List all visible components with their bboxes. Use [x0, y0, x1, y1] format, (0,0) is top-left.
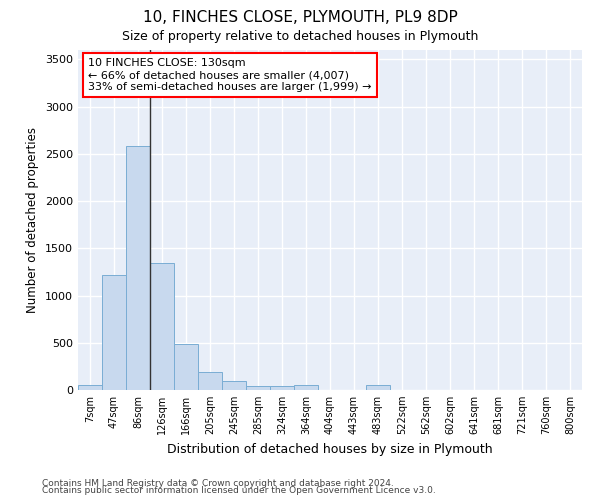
Bar — [366, 386, 390, 390]
Bar — [102, 275, 126, 390]
Text: Size of property relative to detached houses in Plymouth: Size of property relative to detached ho… — [122, 30, 478, 43]
Y-axis label: Number of detached properties: Number of detached properties — [26, 127, 40, 313]
Text: 10 FINCHES CLOSE: 130sqm
← 66% of detached houses are smaller (4,007)
33% of sem: 10 FINCHES CLOSE: 130sqm ← 66% of detach… — [88, 58, 371, 92]
Bar — [150, 264, 174, 390]
Text: Contains HM Land Registry data © Crown copyright and database right 2024.: Contains HM Land Registry data © Crown c… — [42, 478, 394, 488]
Bar — [78, 386, 102, 390]
X-axis label: Distribution of detached houses by size in Plymouth: Distribution of detached houses by size … — [167, 442, 493, 456]
Bar — [222, 380, 246, 390]
Bar — [270, 386, 294, 390]
Text: 10, FINCHES CLOSE, PLYMOUTH, PL9 8DP: 10, FINCHES CLOSE, PLYMOUTH, PL9 8DP — [143, 10, 457, 25]
Bar — [294, 385, 318, 390]
Bar — [126, 146, 150, 390]
Bar — [246, 386, 270, 390]
Text: Contains public sector information licensed under the Open Government Licence v3: Contains public sector information licen… — [42, 486, 436, 495]
Bar — [174, 344, 198, 390]
Bar — [198, 372, 222, 390]
